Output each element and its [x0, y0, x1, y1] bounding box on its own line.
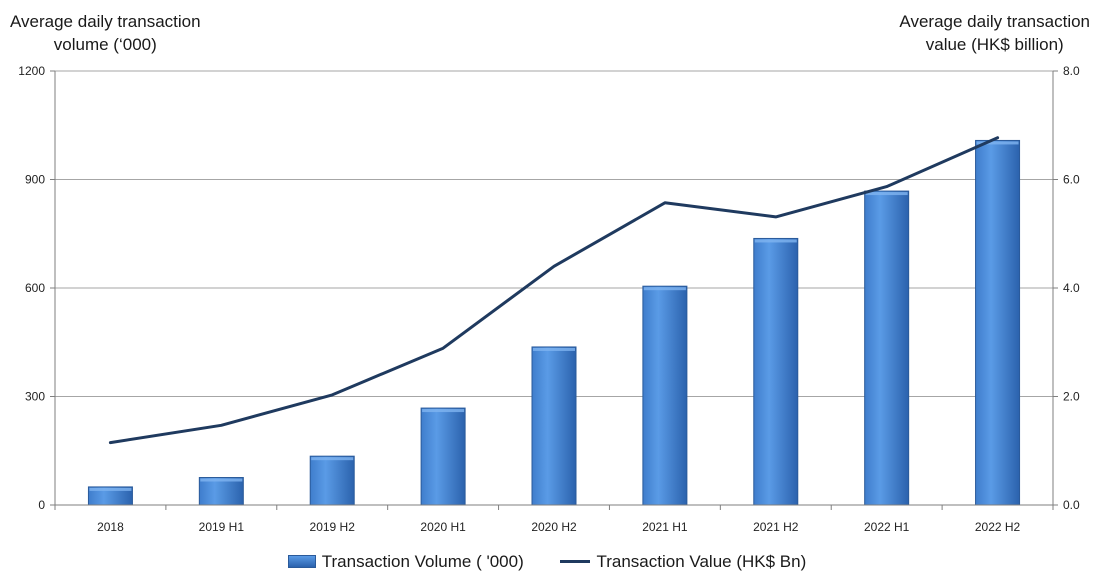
x-tick-label: 2021 H2	[753, 520, 799, 534]
line-value	[108, 136, 1000, 445]
legend-swatch-volume	[287, 555, 316, 569]
x-tick-label: 2022 H1	[864, 520, 910, 534]
bar-volume	[642, 285, 688, 506]
left-tick-label: 1200	[18, 64, 45, 78]
right-axis-title: Average daily transaction value (HK$ bil…	[899, 10, 1090, 56]
left-tick-label: 900	[25, 173, 45, 187]
right-tick-label: 0.0	[1063, 498, 1080, 512]
volume-bars	[87, 139, 1021, 506]
bar-volume	[975, 139, 1021, 506]
bar-volume	[531, 346, 577, 506]
bar-volume	[420, 407, 466, 506]
left-axis-title-line-1: Average daily transaction	[10, 12, 201, 31]
left-axis-title-line-2: volume (‘000)	[53, 35, 157, 54]
x-tick-label: 2020 H1	[420, 520, 466, 534]
left-tick-label: 300	[25, 390, 45, 404]
left-tick-label: 600	[25, 281, 45, 295]
legend-label-volume: Transaction Volume ( '000)	[321, 551, 524, 571]
right-tick-label: 6.0	[1063, 173, 1080, 187]
right-axis-title-line-2: value (HK$ billion)	[925, 35, 1064, 54]
bar-volume-highlight	[865, 192, 908, 196]
bar-volume	[864, 190, 910, 506]
bar-volume-highlight	[200, 478, 243, 482]
bar-volume	[753, 237, 799, 506]
x-tick-label: 2021 H1	[642, 520, 688, 534]
bar-volume-highlight	[422, 409, 465, 413]
x-tick-label: 2022 H2	[975, 520, 1021, 534]
right-tick-label: 8.0	[1063, 64, 1080, 78]
legend-swatch-value	[560, 560, 591, 564]
bar-volume-highlight	[976, 141, 1019, 145]
x-tick-label: 2019 H1	[199, 520, 245, 534]
bar-volume-highlight	[754, 239, 797, 243]
value-line	[108, 136, 1000, 445]
bar-volume	[198, 477, 244, 506]
legend-label-value: Transaction Value (HK$ Bn)	[596, 551, 807, 571]
x-tick-label: 2018	[97, 520, 124, 534]
right-tick-label: 2.0	[1063, 390, 1080, 404]
right-tick-label: 4.0	[1063, 281, 1080, 295]
bar-volume	[309, 455, 355, 506]
axes: 0 0.0 300 2.0 600 4.0 900 6.0 1200 8.0 2018 2019 H1…	[18, 64, 1080, 534]
x-tick-label: 2019 H2	[310, 520, 356, 534]
legend-item-volume: Transaction Volume ( '000)	[287, 551, 524, 572]
bar-volume-highlight	[311, 457, 354, 461]
bar-volume-highlight	[643, 287, 686, 291]
right-axis-title-line-1: Average daily transaction	[899, 12, 1090, 31]
legend: Transaction Volume ( '000) Transaction V…	[0, 551, 1094, 572]
left-axis-title: Average daily transaction volume (‘000)	[10, 10, 201, 56]
bar-volume-highlight	[89, 487, 132, 491]
bar-volume-highlight	[533, 347, 575, 351]
left-tick-label: 0	[38, 498, 45, 512]
legend-item-value: Transaction Value (HK$ Bn)	[560, 552, 806, 572]
x-tick-label: 2020 H2	[531, 520, 577, 534]
